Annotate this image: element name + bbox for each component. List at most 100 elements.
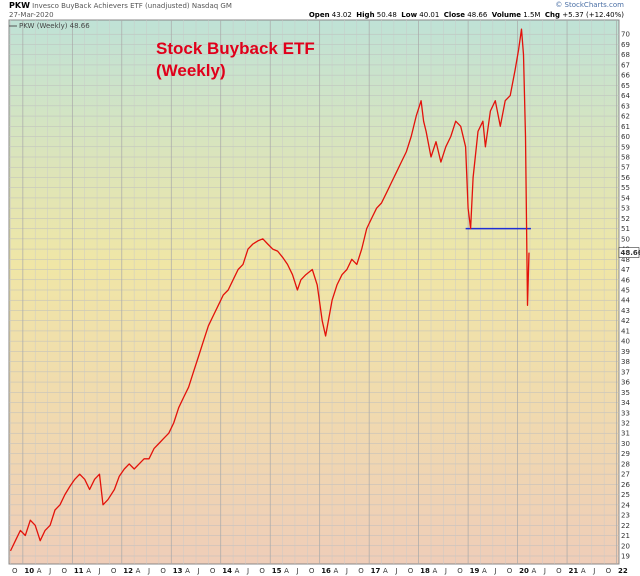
x-month-label: J [543, 567, 546, 575]
y-tick-label: 69 [621, 41, 630, 49]
y-tick-label: 34 [621, 399, 630, 407]
x-month-label: A [136, 567, 141, 575]
y-tick-label: 21 [621, 532, 630, 540]
grid-lines [9, 20, 619, 564]
y-tick-label: 56 [621, 174, 630, 182]
chart-header: PKW Invesco BuyBack Achievers ETF (unadj… [0, 0, 640, 20]
y-tick-label: 23 [621, 512, 630, 520]
x-year-label: 15 [272, 567, 282, 575]
y-tick-label: 61 [621, 123, 630, 131]
x-year-label: 12 [123, 567, 133, 575]
y-tick-label: 62 [621, 113, 630, 121]
y-tick-label: 65 [621, 82, 630, 90]
close-label: Close [443, 11, 466, 19]
x-year-label: 21 [569, 567, 579, 575]
chg-label: Chg [544, 11, 561, 19]
x-axis: O 10 A J O 11 A J O 12 A J O 13 A J O 14 A J O 15 A J O 16 A J O 17 A J… [12, 567, 628, 575]
y-tick-label: 36 [621, 379, 630, 387]
x-month-label: J [197, 567, 200, 575]
y-tick-label: 53 [621, 205, 630, 213]
y-tick-label: 59 [621, 143, 630, 151]
y-tick-label: 31 [621, 430, 630, 438]
symbol-description: Invesco BuyBack Achievers ETF (unadjuste… [32, 2, 232, 10]
y-tick-label: 20 [621, 542, 630, 550]
y-tick-label: 63 [621, 102, 630, 110]
x-month-label: O [457, 567, 463, 575]
y-tick-label: 48 [621, 256, 630, 264]
y-tick-label: 37 [621, 368, 630, 376]
y-tick-label: 32 [621, 420, 630, 428]
y-tick-label: 58 [621, 154, 630, 162]
y-tick-label: 39 [621, 348, 630, 356]
close-value: 48.66 [467, 11, 488, 19]
x-year-label: 10 [24, 567, 34, 575]
x-month-label: J [444, 567, 447, 575]
y-tick-label: 29 [621, 450, 630, 458]
low-value: 40.01 [419, 11, 440, 19]
y-tick-label: 68 [621, 51, 630, 59]
y-tick-label: 45 [621, 287, 630, 295]
y-tick-label: 24 [621, 501, 630, 509]
legend-label: PKW (Weekly) 48.66 [19, 22, 90, 30]
high-value: 50.48 [376, 11, 397, 19]
y-tick-label: 55 [621, 184, 630, 192]
volume-value: 1.5M [523, 11, 541, 19]
x-year-label: 17 [371, 567, 381, 575]
x-month-label: O [606, 567, 612, 575]
annotation-line-1: Stock Buyback ETF [156, 39, 315, 58]
x-month-label: O [556, 567, 562, 575]
last-price-badge: 48.66 [618, 247, 640, 258]
x-month-label: A [235, 567, 240, 575]
x-year-label: 18 [420, 567, 430, 575]
y-tick-label: 40 [621, 338, 630, 346]
x-month-label: J [394, 567, 397, 575]
x-month-label: A [284, 567, 289, 575]
x-month-label: A [185, 567, 190, 575]
x-month-label: O [259, 567, 265, 575]
symbol: PKW [9, 1, 30, 10]
y-tick-label: 46 [621, 276, 630, 284]
y-tick-label: 64 [621, 92, 630, 100]
y-tick-label: 67 [621, 61, 630, 69]
y-tick-label: 60 [621, 133, 630, 141]
y-tick-label: 38 [621, 358, 630, 366]
x-month-label: A [482, 567, 487, 575]
x-month-label: A [37, 567, 42, 575]
x-month-label: O [507, 567, 513, 575]
x-month-label: O [160, 567, 166, 575]
x-year-label: 20 [519, 567, 529, 575]
x-year-label: 16 [321, 567, 331, 575]
x-month-label: J [98, 567, 101, 575]
x-month-label: J [295, 567, 298, 575]
y-tick-label: 28 [621, 460, 630, 468]
brand-logo[interactable]: © StockCharts.com [555, 1, 624, 9]
x-year-label: 19 [470, 567, 480, 575]
x-month-label: J [147, 567, 150, 575]
y-tick-label: 27 [621, 471, 630, 479]
y-tick-label: 25 [621, 491, 630, 499]
x-month-label: O [309, 567, 315, 575]
y-tick-label: 42 [621, 317, 630, 325]
x-month-label: O [61, 567, 67, 575]
x-month-label: J [493, 567, 496, 575]
x-year-label: 14 [222, 567, 232, 575]
x-month-label: J [345, 567, 348, 575]
x-month-label: A [581, 567, 586, 575]
x-month-label: O [210, 567, 216, 575]
y-tick-label: 47 [621, 266, 630, 274]
x-month-label: A [433, 567, 438, 575]
x-month-label: O [408, 567, 414, 575]
high-label: High [356, 11, 375, 19]
price-line [9, 28, 530, 552]
x-month-label: O [12, 567, 18, 575]
y-tick-label: 54 [621, 194, 630, 202]
x-year-label: 11 [74, 567, 84, 575]
open-label: Open [308, 11, 330, 19]
y-tick-label: 44 [621, 297, 630, 305]
x-month-label: A [383, 567, 388, 575]
y-tick-label: 43 [621, 307, 630, 315]
open-value: 43.02 [331, 11, 352, 19]
chart-date: 27-Mar-2020 [9, 11, 54, 19]
y-tick-label: 19 [621, 553, 630, 561]
